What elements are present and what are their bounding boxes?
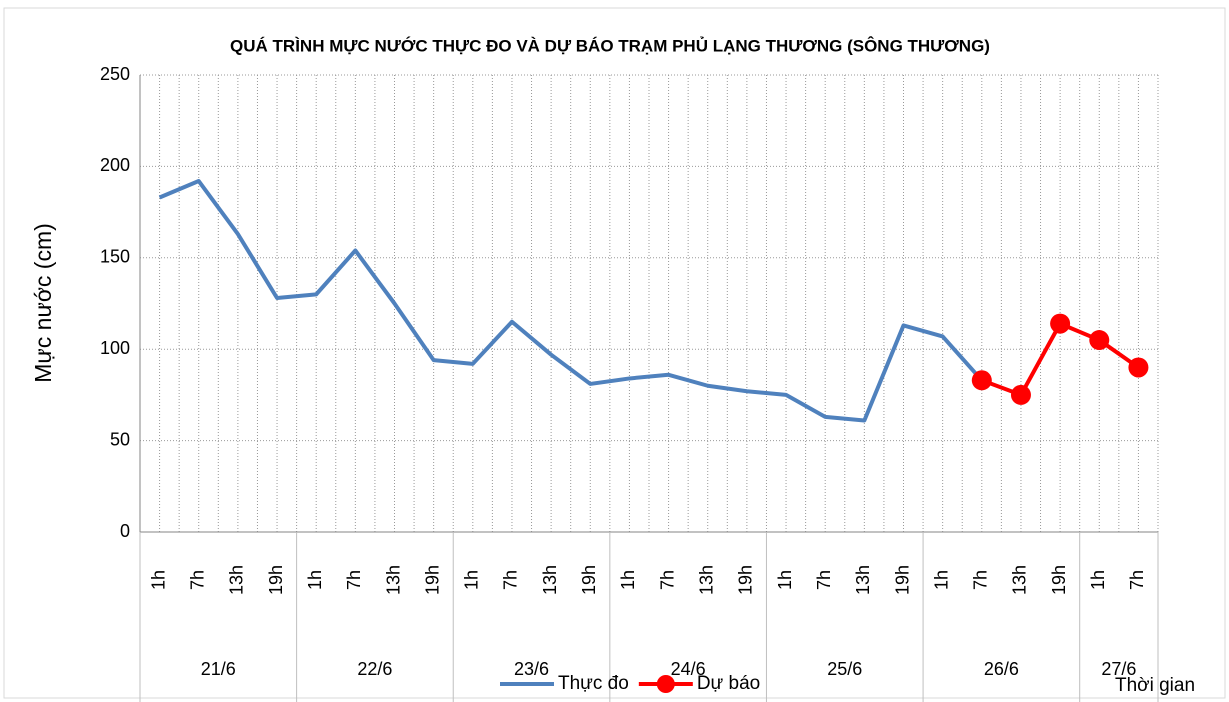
x-group-label: 23/6	[514, 659, 549, 679]
x-tick-label: 1h	[305, 570, 325, 590]
x-group-label: 21/6	[201, 659, 236, 679]
x-tick-label: 7h	[971, 570, 991, 590]
legend-marker	[656, 675, 675, 693]
x-tick-label: 13h	[696, 565, 716, 595]
point-marker	[971, 370, 992, 391]
x-tick-label: 13h	[227, 565, 247, 595]
x-tick-label: 1h	[931, 570, 951, 590]
point-marker	[1010, 384, 1031, 405]
x-tick-label: 19h	[892, 565, 912, 595]
x-tick-label: 19h	[736, 565, 756, 595]
y-tick-label: 150	[100, 247, 130, 267]
y-tick-label: 50	[110, 429, 130, 449]
x-axis-label: Thời gian	[1115, 675, 1195, 696]
point-marker	[1050, 313, 1071, 334]
x-tick-label: 13h	[383, 565, 403, 595]
x-tick-label: 7h	[501, 570, 521, 590]
y-tick-label: 0	[120, 521, 130, 541]
y-tick-label: 200	[100, 155, 130, 175]
x-group-label: 27/6	[1101, 659, 1136, 679]
x-tick-label: 7h	[657, 570, 677, 590]
x-group-label: 25/6	[827, 659, 862, 679]
legend-label: Thực đo	[558, 673, 629, 694]
x-tick-label: 7h	[187, 570, 207, 590]
x-tick-label: 7h	[1127, 570, 1147, 590]
x-tick-label: 13h	[1010, 565, 1030, 595]
x-tick-label: 19h	[422, 565, 442, 595]
x-tick-label: 7h	[814, 570, 834, 590]
chart-frame	[3, 7, 1226, 699]
x-tick-label: 1h	[775, 570, 795, 590]
x-tick-label: 1h	[148, 570, 168, 590]
x-tick-label: 7h	[344, 570, 364, 590]
x-tick-label: 13h	[540, 565, 560, 595]
x-group-label: 26/6	[984, 659, 1019, 679]
y-tick-label: 100	[100, 338, 130, 358]
y-tick-label: 250	[100, 64, 130, 84]
series-line	[158, 179, 984, 423]
point-marker	[1089, 330, 1110, 351]
x-group-label: 24/6	[671, 659, 706, 679]
x-tick-label: 19h	[1049, 565, 1069, 595]
x-group-label: 22/6	[357, 659, 392, 679]
point-marker	[1128, 357, 1149, 378]
y-axis-label: Mực nước (cm)	[30, 223, 56, 383]
x-tick-label: 19h	[579, 565, 599, 595]
legend-label: Dự báo	[697, 673, 760, 694]
x-tick-label: 1h	[462, 570, 482, 590]
x-tick-label: 1h	[618, 570, 638, 590]
chart-title: QUÁ TRÌNH MỰC NƯỚC THỰC ĐO VÀ DỰ BÁO TRẠ…	[230, 36, 990, 55]
x-tick-label: 13h	[853, 565, 873, 595]
x-tick-label: 19h	[266, 565, 286, 595]
x-tick-label: 1h	[1088, 570, 1108, 590]
